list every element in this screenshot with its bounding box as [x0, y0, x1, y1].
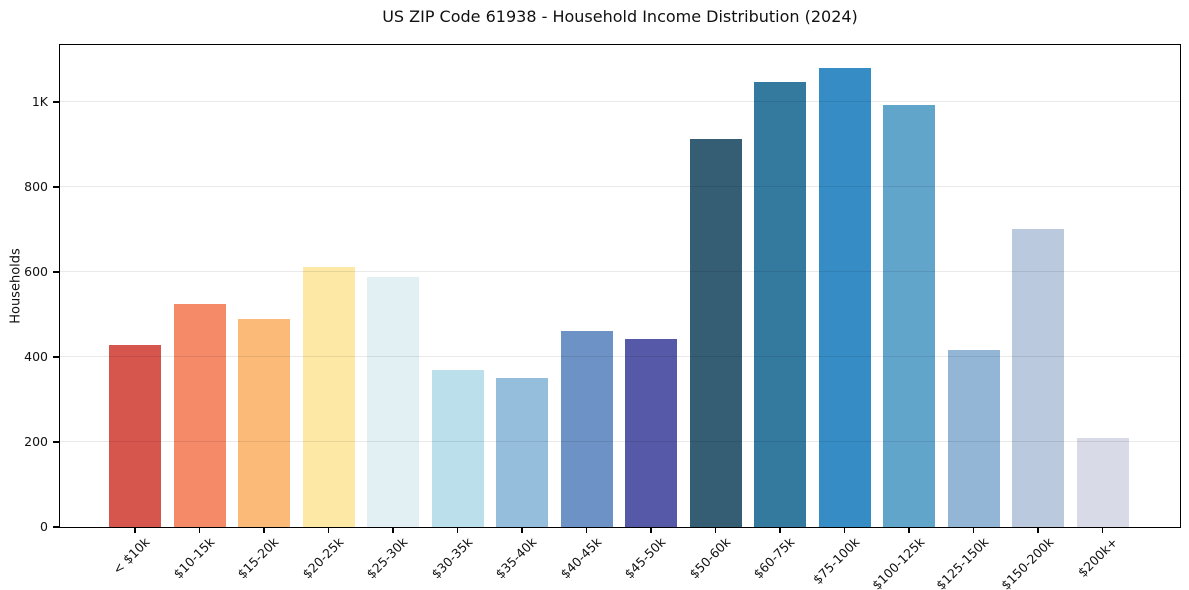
bar: [818, 67, 871, 527]
x-tick-label: $60-75k: [750, 534, 798, 582]
y-tick-mark: [53, 526, 59, 528]
gridline: [60, 441, 1180, 443]
x-tick-label: $45-50k: [621, 534, 669, 582]
bar: [883, 104, 935, 527]
bar: [367, 277, 419, 527]
bar: [560, 331, 613, 527]
x-tick-mark: [327, 527, 330, 533]
y-tick-mark: [53, 271, 59, 273]
bar: [1012, 229, 1064, 527]
plot-area: 0 200 400 600 800 1K < $10k $10-15k $15-20k $20-2…: [24, 43, 1182, 590]
x-tick-mark: [714, 527, 717, 533]
y-tick-label: 800: [24, 178, 48, 194]
bar: [689, 138, 742, 527]
y-tick-label: 400: [24, 348, 48, 364]
bar: [496, 378, 548, 527]
x-tick-mark: [392, 527, 394, 533]
x-tick-label: $15-20k: [234, 534, 282, 582]
x-tick-label: < $10k: [110, 534, 153, 578]
y-tick-mark: [53, 441, 59, 443]
bar: [238, 319, 290, 527]
chart-title: US ZIP Code 61938 - Household Income Dis…: [382, 7, 858, 26]
gridline: [60, 101, 1180, 103]
x-tick-label: $150-200k: [997, 534, 1056, 590]
y-axis-spine: [58, 44, 60, 528]
gridline: [60, 186, 1180, 188]
y-tick-label: 1K: [31, 93, 48, 109]
x-tick-mark: [908, 527, 910, 533]
x-tick-label: $30-35k: [428, 534, 476, 582]
bar: [431, 370, 484, 527]
bar: [173, 304, 226, 527]
x-tick-mark: [650, 527, 652, 533]
y-axis-label: Households: [8, 248, 24, 324]
y-tick-label: 600: [24, 263, 48, 279]
x-axis-spine: [59, 527, 1181, 529]
y-tick-mark: [53, 356, 59, 358]
x-tick-mark: [843, 527, 846, 533]
y-tick-label: 0: [40, 519, 48, 534]
x-tick-label: $10-15k: [170, 534, 218, 582]
bar: [109, 344, 161, 527]
bar: [625, 339, 677, 527]
bar: [754, 81, 806, 527]
x-tick-mark: [1101, 527, 1104, 533]
gridline: [60, 356, 1180, 358]
x-tick-label: $40-45k: [557, 534, 605, 582]
x-tick-label: $200k+: [1074, 534, 1121, 580]
y-tick-mark: [53, 186, 59, 188]
x-tick-mark: [134, 527, 136, 533]
x-tick-mark: [263, 527, 265, 533]
y-tick-mark: [53, 101, 59, 103]
x-tick-mark: [1037, 527, 1039, 533]
x-tick-label: $100-125k: [868, 534, 927, 590]
x-tick-label: $25-30k: [363, 534, 411, 582]
x-tick-label: $75-100k: [809, 534, 863, 587]
bar: [302, 266, 355, 527]
x-tick-mark: [521, 527, 523, 533]
bar: [1076, 438, 1129, 527]
x-tick-mark: [972, 527, 975, 533]
x-tick-mark: [779, 527, 781, 533]
x-tick-label: $35-40k: [492, 534, 540, 582]
x-tick-label: $50-60k: [686, 534, 734, 582]
x-tick-mark: [456, 527, 459, 533]
bar: [947, 350, 1000, 527]
y-tick-label: 200: [24, 433, 48, 449]
right-spine: [1180, 44, 1182, 528]
x-tick-label: $20-25k: [299, 534, 347, 582]
x-tick-mark: [198, 527, 201, 533]
gridline: [60, 271, 1180, 273]
x-tick-mark: [585, 527, 588, 533]
top-spine: [59, 43, 1181, 45]
x-tick-label: $125-150k: [933, 534, 992, 590]
